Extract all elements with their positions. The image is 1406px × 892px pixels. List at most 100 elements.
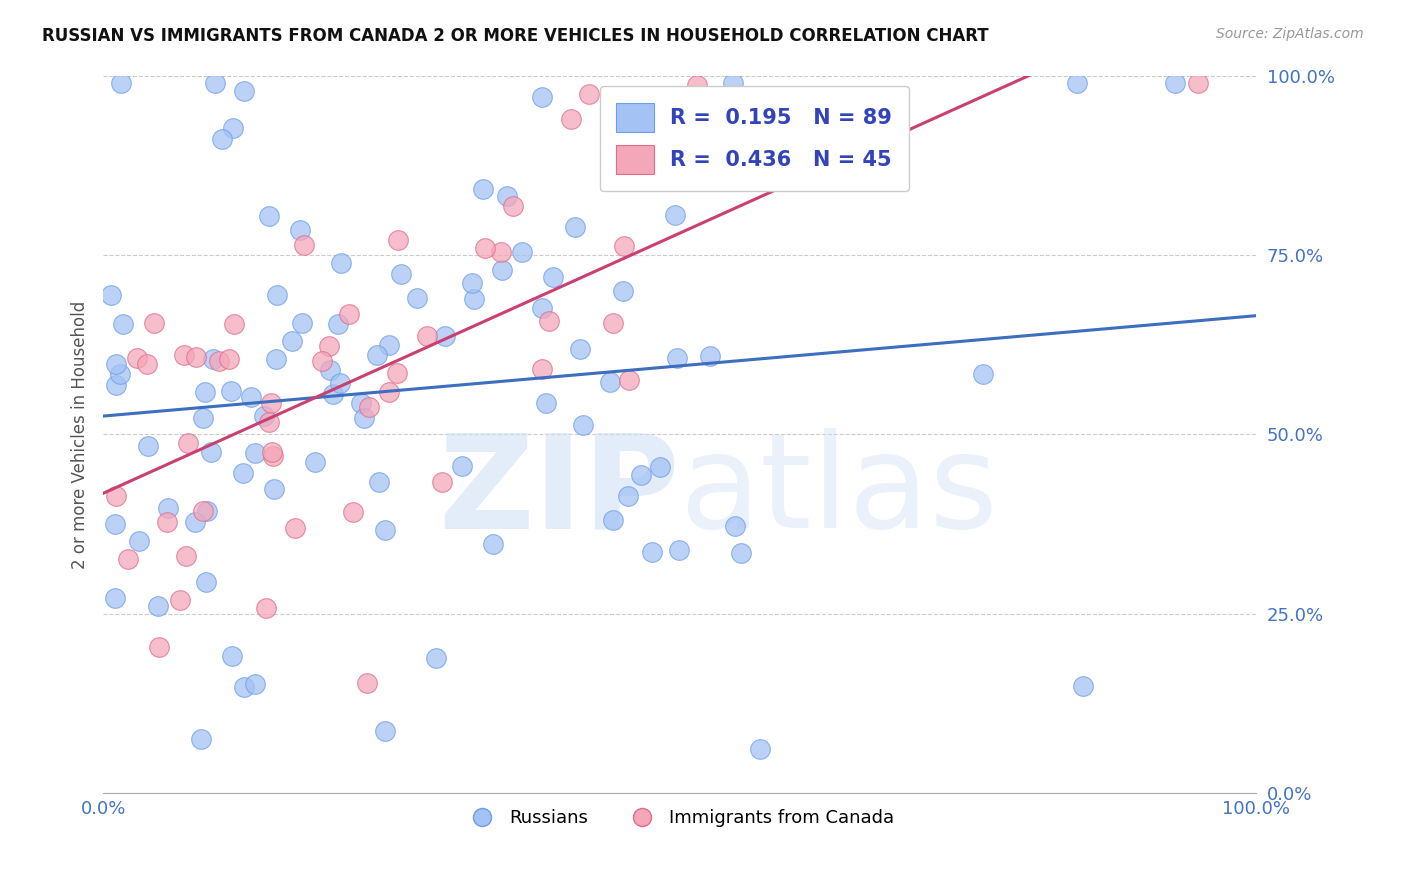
Point — [184, 350, 207, 364]
Point — [337, 307, 360, 321]
Point — [668, 137, 690, 152]
Point — [232, 466, 254, 480]
Point — [564, 220, 586, 235]
Point — [128, 534, 150, 549]
Point — [243, 446, 266, 460]
Point — [211, 132, 233, 146]
Point — [406, 291, 429, 305]
Point — [531, 90, 554, 104]
Point — [264, 352, 287, 367]
Point — [367, 475, 389, 489]
Point — [668, 543, 690, 558]
Point — [291, 317, 314, 331]
Point — [135, 358, 157, 372]
Point — [112, 317, 135, 331]
Text: Source: ZipAtlas.com: Source: ZipAtlas.com — [1216, 27, 1364, 41]
Point — [686, 78, 709, 92]
Point — [117, 551, 139, 566]
Point — [146, 599, 169, 613]
Point — [156, 516, 179, 530]
Point — [292, 238, 315, 252]
Point — [630, 468, 652, 483]
Point — [125, 351, 148, 365]
Point — [233, 84, 256, 98]
Point — [612, 285, 634, 299]
Point — [194, 575, 217, 590]
Point — [190, 731, 212, 746]
Point — [491, 245, 513, 260]
Text: ZIP: ZIP — [437, 428, 679, 556]
Point — [148, 640, 170, 654]
Point — [474, 241, 496, 255]
Point — [640, 545, 662, 559]
Point — [724, 519, 747, 533]
Point — [749, 742, 772, 756]
Point — [648, 459, 671, 474]
Point — [319, 363, 342, 377]
Point — [142, 316, 165, 330]
Point — [136, 439, 159, 453]
Point — [218, 351, 240, 366]
Point — [260, 444, 283, 458]
Point — [221, 649, 243, 664]
Point — [240, 390, 263, 404]
Point — [378, 384, 401, 399]
Point — [510, 244, 533, 259]
Point — [259, 415, 281, 429]
Text: atlas: atlas — [679, 428, 998, 556]
Point — [723, 76, 745, 90]
Point — [104, 357, 127, 371]
Point — [204, 76, 226, 90]
Point — [253, 409, 276, 423]
Point — [531, 301, 554, 315]
Point — [534, 396, 557, 410]
Point — [389, 267, 412, 281]
Point — [326, 317, 349, 331]
Y-axis label: 2 or more Vehicles in Household: 2 or more Vehicles in Household — [72, 301, 89, 568]
Point — [541, 270, 564, 285]
Point — [221, 384, 243, 398]
Point — [243, 677, 266, 691]
Point — [288, 223, 311, 237]
Point — [617, 489, 640, 503]
Point — [1187, 76, 1209, 90]
Point — [366, 348, 388, 362]
Point — [104, 516, 127, 531]
Point — [222, 317, 245, 331]
Point — [472, 182, 495, 196]
Point — [266, 288, 288, 302]
Point — [451, 459, 474, 474]
Point — [318, 339, 340, 353]
Text: RUSSIAN VS IMMIGRANTS FROM CANADA 2 OR MORE VEHICLES IN HOUSEHOLD CORRELATION CH: RUSSIAN VS IMMIGRANTS FROM CANADA 2 OR M… — [42, 27, 988, 45]
Point — [502, 199, 524, 213]
Point — [432, 475, 454, 489]
Point — [374, 723, 396, 738]
Point — [110, 76, 132, 90]
Point — [387, 233, 409, 247]
Point — [100, 288, 122, 302]
Point — [104, 378, 127, 392]
Point — [378, 338, 401, 352]
Point — [972, 367, 994, 381]
Point — [571, 418, 593, 433]
Point — [387, 367, 409, 381]
Point — [530, 362, 553, 376]
Point — [1164, 76, 1187, 90]
Point — [569, 342, 592, 356]
Point — [193, 410, 215, 425]
Point — [1066, 76, 1088, 90]
Point — [208, 354, 231, 368]
Point — [191, 504, 214, 518]
Point — [259, 209, 281, 223]
Point — [311, 354, 333, 368]
Point — [232, 680, 254, 694]
Point — [491, 263, 513, 277]
Point — [195, 504, 218, 518]
Point — [460, 276, 482, 290]
Point — [434, 328, 457, 343]
Point — [415, 328, 437, 343]
Point — [374, 523, 396, 537]
Point — [329, 256, 352, 270]
Point — [602, 513, 624, 527]
Point — [104, 591, 127, 606]
